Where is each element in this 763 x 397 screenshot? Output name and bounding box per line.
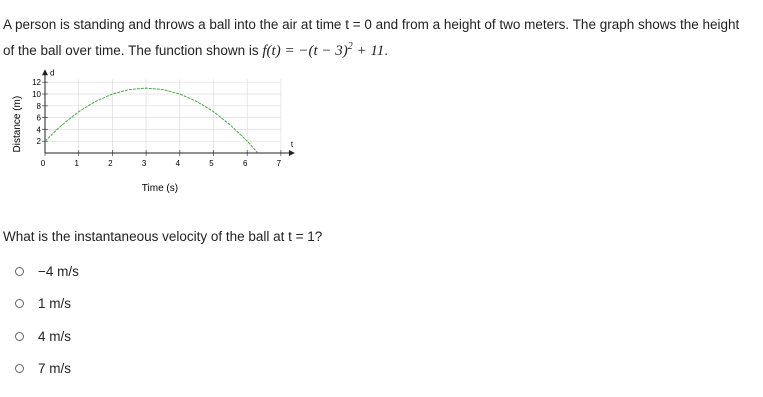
x-tick-label: 6	[243, 159, 248, 168]
y-axis-letter: d	[50, 68, 54, 77]
y-tick-label: 4	[37, 125, 42, 134]
y-tick-label: 2	[37, 137, 42, 146]
x-axis-label: Time (s)	[142, 183, 178, 194]
x-tick-label: 0	[41, 159, 46, 168]
option-label[interactable]: −4 m/s	[38, 264, 79, 279]
x-tick-label: 7	[277, 159, 282, 168]
formula-rest: + 11	[352, 43, 385, 59]
option-label[interactable]: 7 m/s	[38, 360, 72, 376]
prompt: What is the instantaneous velocity of th…	[3, 229, 323, 244]
formula-exponent: 2	[347, 41, 353, 52]
x-tick-label: 1	[74, 159, 79, 168]
y-axis-label: Distance (m)	[12, 96, 23, 153]
radio[interactable]	[15, 363, 24, 373]
y-arrow	[42, 69, 48, 76]
x-arrow	[288, 150, 295, 156]
y-tick-label: 10	[32, 90, 41, 99]
question: A person is standing and throws a ball i…	[3, 14, 748, 62]
radio[interactable]	[15, 299, 24, 309]
y-tick-label: 6	[37, 114, 42, 123]
question-end: .	[384, 43, 389, 58]
x-tick-label: 5	[209, 159, 214, 168]
formula: f(t) = −(t − 3)2 + 11	[262, 41, 385, 59]
option-label[interactable]: 4 m/s	[38, 328, 72, 344]
radio[interactable]	[15, 267, 24, 276]
x-tick-label: 2	[108, 159, 113, 168]
x-tick-label: 4	[176, 159, 181, 168]
curve	[44, 87, 258, 153]
radio[interactable]	[15, 331, 24, 341]
x-axis-letter: t	[291, 140, 294, 149]
x-tick-label: 3	[142, 159, 147, 168]
option[interactable]: −4 m/s	[15, 264, 79, 279]
question-text: A person is standing and throws a ball i…	[3, 17, 740, 58]
option-label[interactable]: 1 m/s	[38, 296, 72, 312]
y-tick-label: 8	[37, 102, 42, 111]
option[interactable]: 7 m/s	[15, 361, 71, 376]
option[interactable]: 4 m/s	[15, 329, 71, 344]
formula-base: f(t) = −(t − 3)	[262, 43, 348, 59]
y-tick-label: 12	[32, 78, 41, 87]
option[interactable]: 1 m/s	[15, 296, 71, 311]
